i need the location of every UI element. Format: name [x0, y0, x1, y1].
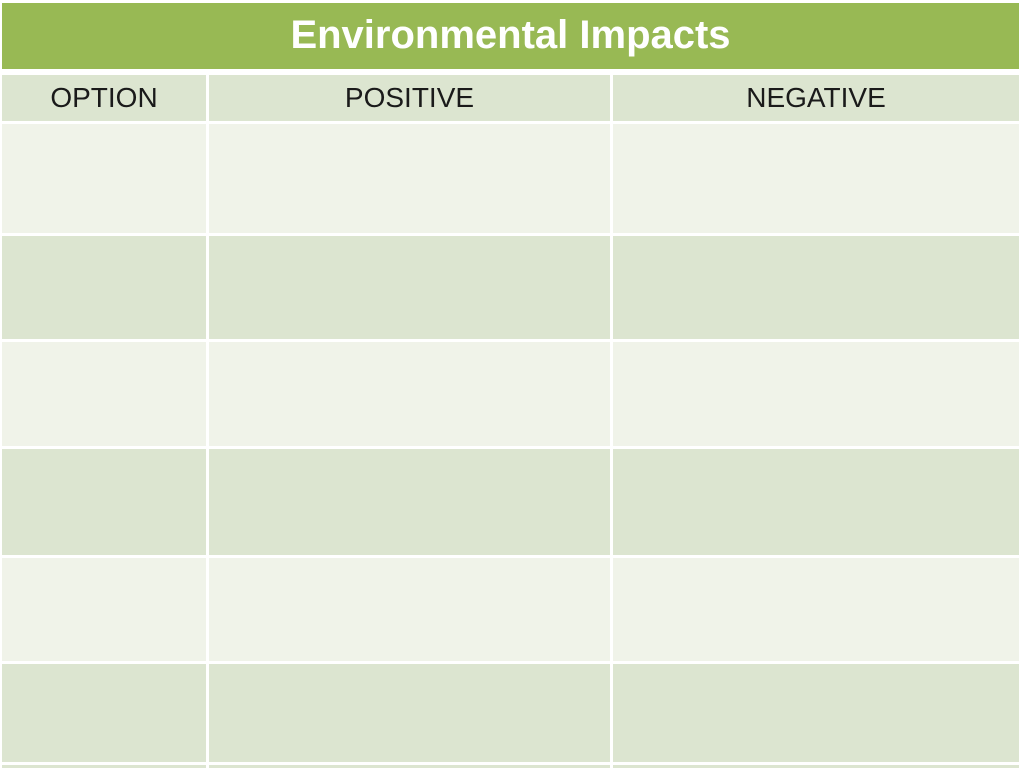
table-cell-row1-positive — [209, 124, 610, 233]
table-cell-row5-option — [2, 558, 206, 661]
table-cell-row2-negative — [613, 236, 1019, 339]
table-cell-row5-positive — [209, 558, 610, 661]
table-cell-row3-positive — [209, 342, 610, 446]
table-cell-row5-negative — [613, 558, 1019, 661]
environmental-impacts-table: OPTION POSITIVE NEGATIVE — [2, 75, 1019, 768]
table-cell-row6-option — [2, 664, 206, 762]
table-cell-row4-negative — [613, 449, 1019, 555]
table-cell-row3-negative — [613, 342, 1019, 446]
table-cell-row2-option — [2, 236, 206, 339]
table-cell-row7-negative — [613, 765, 1019, 768]
slide-title: Environmental Impacts — [290, 13, 731, 57]
table-cell-row6-positive — [209, 664, 610, 762]
table-cell-row1-negative — [613, 124, 1019, 233]
table-cell-row3-option — [2, 342, 206, 446]
column-header-positive: POSITIVE — [209, 75, 610, 121]
table-cell-row1-option — [2, 124, 206, 233]
table-cell-row7-positive — [209, 765, 610, 768]
table-cell-row2-positive — [209, 236, 610, 339]
table-cell-row4-option — [2, 449, 206, 555]
column-header-option: OPTION — [2, 75, 206, 121]
slide-title-bar: Environmental Impacts — [2, 3, 1019, 69]
column-header-negative: NEGATIVE — [613, 75, 1019, 121]
table-cell-row4-positive — [209, 449, 610, 555]
table-cell-row7-option — [2, 765, 206, 768]
table-cell-row6-negative — [613, 664, 1019, 762]
